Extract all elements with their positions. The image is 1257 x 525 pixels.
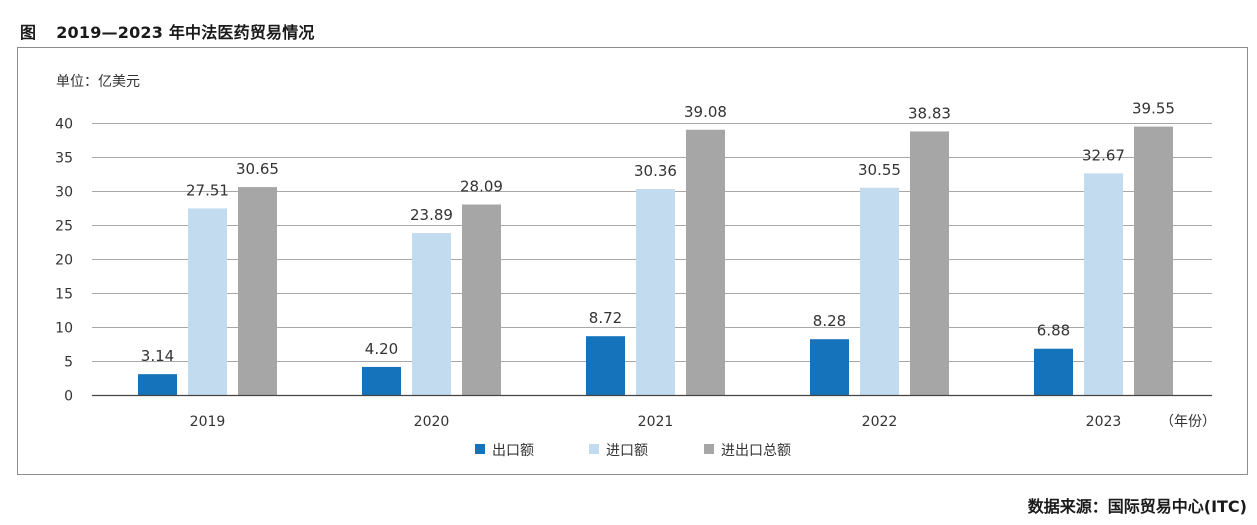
bar-2021-进出口总额 (686, 129, 725, 396)
legend-label: 出口额 (492, 443, 534, 459)
source-note: 数据来源：国际贸易中心(ITC) (1027, 497, 1247, 516)
x-tick-label: 2020 (414, 414, 450, 430)
data-label: 30.36 (634, 162, 677, 180)
bar-2023-出口额 (1034, 348, 1073, 396)
figure-title-text: 2019—2023 年中法医药贸易情况 (56, 23, 315, 42)
y-axis-unit-label: 单位：亿美元 (56, 74, 140, 90)
y-tick-label: 40 (55, 117, 73, 133)
y-tick-label: 25 (55, 219, 73, 235)
y-tick-label: 15 (55, 287, 73, 303)
data-label: 30.65 (236, 160, 279, 178)
data-label: 27.51 (186, 181, 229, 199)
bar-2019-进出口总额 (238, 187, 277, 396)
bar-2020-出口额 (362, 366, 401, 396)
legend-swatch-进出口总额 (704, 444, 714, 454)
y-tick-label: 35 (55, 151, 73, 167)
data-label: 8.72 (589, 309, 622, 327)
legend-label: 进出口总额 (721, 443, 791, 459)
y-tick-label: 0 (64, 389, 73, 405)
bar-chart: 单位：亿美元 0 5 10 15 20 25 30 35 40 3.14 27.51 30.65 2019… (55, 74, 1216, 459)
data-label: 38.83 (908, 104, 951, 122)
bar-2022-进出口总额 (910, 131, 949, 396)
bar-2023-进出口总额 (1134, 126, 1173, 396)
bar-2021-出口额 (586, 336, 625, 396)
x-tick-label: 2021 (638, 414, 674, 430)
figure-label: 图 (20, 23, 37, 42)
data-label: 23.89 (410, 206, 453, 224)
y-tick-label: 10 (55, 321, 73, 337)
data-label: 28.09 (460, 177, 503, 195)
y-tick-label: 20 (55, 253, 73, 269)
bar-2022-进口额 (860, 187, 899, 396)
bar-2023-进口额 (1084, 173, 1123, 396)
bar-2019-进口额 (188, 208, 227, 396)
bar-2021-进口额 (636, 189, 675, 396)
x-axis-unit-label: （年份） (1160, 414, 1216, 430)
data-label: 8.28 (813, 312, 846, 330)
figure-title: 图 2019—2023 年中法医药贸易情况 (20, 19, 315, 43)
bar-2019-出口额 (138, 374, 177, 396)
bar-2022-出口额 (810, 339, 849, 396)
data-label: 4.20 (365, 340, 398, 358)
data-label: 39.08 (684, 103, 727, 121)
data-label: 30.55 (858, 161, 901, 179)
data-label: 3.14 (141, 347, 174, 365)
data-label: 6.88 (1037, 322, 1070, 340)
chart-frame (17, 47, 1248, 475)
x-tick-label: 2019 (190, 414, 226, 430)
legend-swatch-进口额 (589, 444, 599, 454)
y-tick-label: 5 (64, 355, 73, 371)
y-tick-label: 30 (55, 185, 73, 201)
bar-2020-进口额 (412, 233, 451, 396)
legend-swatch-出口额 (475, 444, 485, 454)
bar-2020-进出口总额 (462, 204, 501, 396)
x-tick-label: 2023 (1086, 414, 1122, 430)
legend-label: 进口额 (606, 443, 648, 459)
data-label: 32.67 (1082, 146, 1125, 164)
x-tick-label: 2022 (862, 414, 898, 430)
data-label: 39.55 (1132, 100, 1175, 118)
